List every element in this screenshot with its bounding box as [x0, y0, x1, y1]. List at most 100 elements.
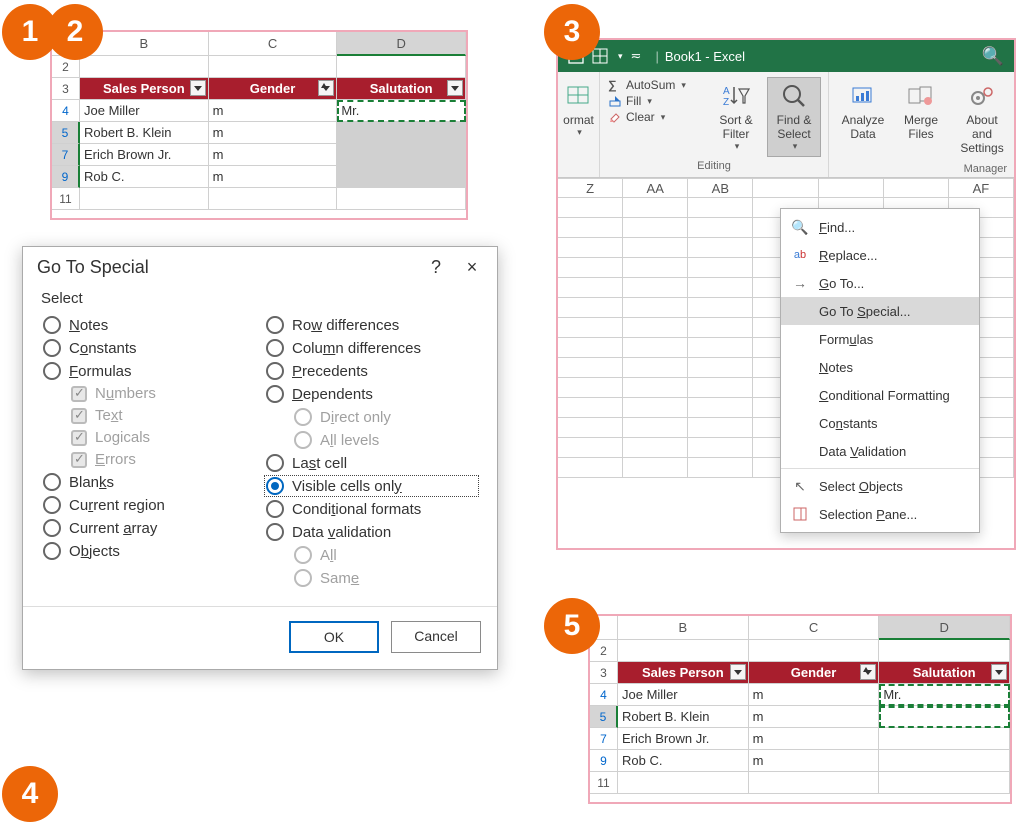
cell[interactable]: [688, 378, 753, 398]
cell[interactable]: Mr.: [879, 684, 1010, 706]
cell[interactable]: [558, 418, 623, 438]
filter-dropdown-icon[interactable]: [991, 664, 1007, 680]
cell[interactable]: [688, 238, 753, 258]
column-header[interactable]: AF: [949, 179, 1014, 198]
cell[interactable]: [623, 238, 688, 258]
clear-button[interactable]: Clear▾: [608, 110, 704, 124]
cell[interactable]: [623, 278, 688, 298]
excel-grid-5[interactable]: BCD23Sales PersonGenderSalutation4Joe Mi…: [590, 616, 1010, 794]
radio-current-region[interactable]: Current region: [43, 496, 254, 514]
cancel-button[interactable]: Cancel: [391, 621, 481, 653]
menu-item-replace[interactable]: abReplace...: [781, 241, 979, 269]
row-header[interactable]: 5: [590, 706, 618, 728]
cell[interactable]: [688, 298, 753, 318]
table-header-cell[interactable]: Sales Person: [80, 78, 209, 100]
filter-dropdown-icon[interactable]: [860, 664, 876, 680]
menu-item-go-to[interactable]: →Go To...: [781, 269, 979, 297]
cell[interactable]: [618, 772, 749, 794]
cell[interactable]: m: [209, 144, 338, 166]
cell[interactable]: [688, 258, 753, 278]
cell[interactable]: [623, 298, 688, 318]
cell[interactable]: Erich Brown Jr.: [80, 144, 209, 166]
cell[interactable]: [558, 378, 623, 398]
cell[interactable]: [558, 278, 623, 298]
radio-data-validation[interactable]: Data validation: [266, 523, 477, 541]
cell[interactable]: m: [749, 706, 880, 728]
radio-visible-cells-only[interactable]: Visible cells only: [266, 477, 477, 495]
cell[interactable]: [618, 640, 749, 662]
cell[interactable]: [337, 188, 466, 210]
row-header[interactable]: 7: [590, 728, 618, 750]
menu-item-conditional-formatting[interactable]: Conditional Formatting: [781, 381, 979, 409]
dialog-close-button[interactable]: ×: [461, 257, 483, 278]
cell[interactable]: [688, 338, 753, 358]
table-header-cell[interactable]: Sales Person: [618, 662, 749, 684]
cell[interactable]: m: [209, 100, 338, 122]
cell[interactable]: [688, 458, 753, 478]
cell[interactable]: [337, 166, 466, 188]
table-header-cell[interactable]: Gender: [209, 78, 338, 100]
cell[interactable]: Rob C.: [80, 166, 209, 188]
row-header[interactable]: 9: [590, 750, 618, 772]
cell[interactable]: [688, 218, 753, 238]
cell[interactable]: [558, 198, 623, 218]
cell[interactable]: [623, 398, 688, 418]
fill-button[interactable]: Fill▾: [608, 94, 704, 108]
table-header-cell[interactable]: Salutation: [337, 78, 466, 100]
cell[interactable]: [688, 418, 753, 438]
filter-dropdown-icon[interactable]: [318, 80, 334, 96]
cell[interactable]: [623, 258, 688, 278]
cell[interactable]: Rob C.: [618, 750, 749, 772]
cell[interactable]: [80, 188, 209, 210]
cell[interactable]: Joe Miller: [80, 100, 209, 122]
menu-item-selection-pane[interactable]: Selection Pane...: [781, 500, 979, 528]
cell[interactable]: [879, 706, 1010, 728]
radio-conditional-formats[interactable]: Conditional formats: [266, 500, 477, 518]
cell[interactable]: [80, 56, 209, 78]
row-header[interactable]: 2: [590, 640, 618, 662]
table-header-cell[interactable]: Gender: [749, 662, 880, 684]
column-header[interactable]: B: [618, 616, 749, 640]
cell[interactable]: [623, 218, 688, 238]
row-header[interactable]: 4: [590, 684, 618, 706]
column-header[interactable]: AB: [688, 179, 753, 198]
format-button[interactable]: ormat ▾: [556, 78, 605, 142]
about-settings-button[interactable]: About and Settings: [953, 78, 1011, 159]
cell[interactable]: [688, 398, 753, 418]
cell[interactable]: [623, 338, 688, 358]
cell[interactable]: [879, 772, 1010, 794]
cell[interactable]: [623, 458, 688, 478]
ok-button[interactable]: OK: [289, 621, 379, 653]
radio-current-array[interactable]: Current array: [43, 519, 254, 537]
cell[interactable]: m: [209, 122, 338, 144]
radio-blanks[interactable]: Blanks: [43, 473, 254, 491]
filter-dropdown-icon[interactable]: [447, 80, 463, 96]
cell[interactable]: [688, 198, 753, 218]
cell[interactable]: [623, 378, 688, 398]
menu-item-constants[interactable]: Constants: [781, 409, 979, 437]
cell[interactable]: m: [749, 684, 880, 706]
grid-icon[interactable]: [592, 48, 608, 64]
filter-dropdown-icon[interactable]: [190, 80, 206, 96]
cell[interactable]: [558, 458, 623, 478]
cell[interactable]: [879, 640, 1010, 662]
column-header[interactable]: Z: [558, 179, 623, 198]
menu-item-data-validation[interactable]: Data Validation: [781, 437, 979, 465]
menu-item-notes[interactable]: Notes: [781, 353, 979, 381]
table-header-cell[interactable]: Salutation: [879, 662, 1010, 684]
cell[interactable]: [879, 750, 1010, 772]
cell[interactable]: Mr.: [337, 100, 466, 122]
cell[interactable]: [879, 728, 1010, 750]
sort-filter-button[interactable]: AZ Sort & Filter▾: [710, 78, 762, 156]
column-header[interactable]: [753, 179, 818, 198]
row-header[interactable]: 9: [52, 166, 80, 188]
radio-column-differences[interactable]: Column differences: [266, 339, 477, 357]
radio-row-differences[interactable]: Row differences: [266, 316, 477, 334]
cell[interactable]: [749, 772, 880, 794]
cell[interactable]: [623, 438, 688, 458]
cell[interactable]: [558, 238, 623, 258]
column-header[interactable]: C: [209, 32, 338, 56]
autosum-button[interactable]: ∑ AutoSum▾: [608, 78, 704, 92]
excel-grid-1[interactable]: BCD23Sales PersonGenderSalutation4Joe Mi…: [52, 32, 466, 210]
column-header[interactable]: AA: [623, 179, 688, 198]
